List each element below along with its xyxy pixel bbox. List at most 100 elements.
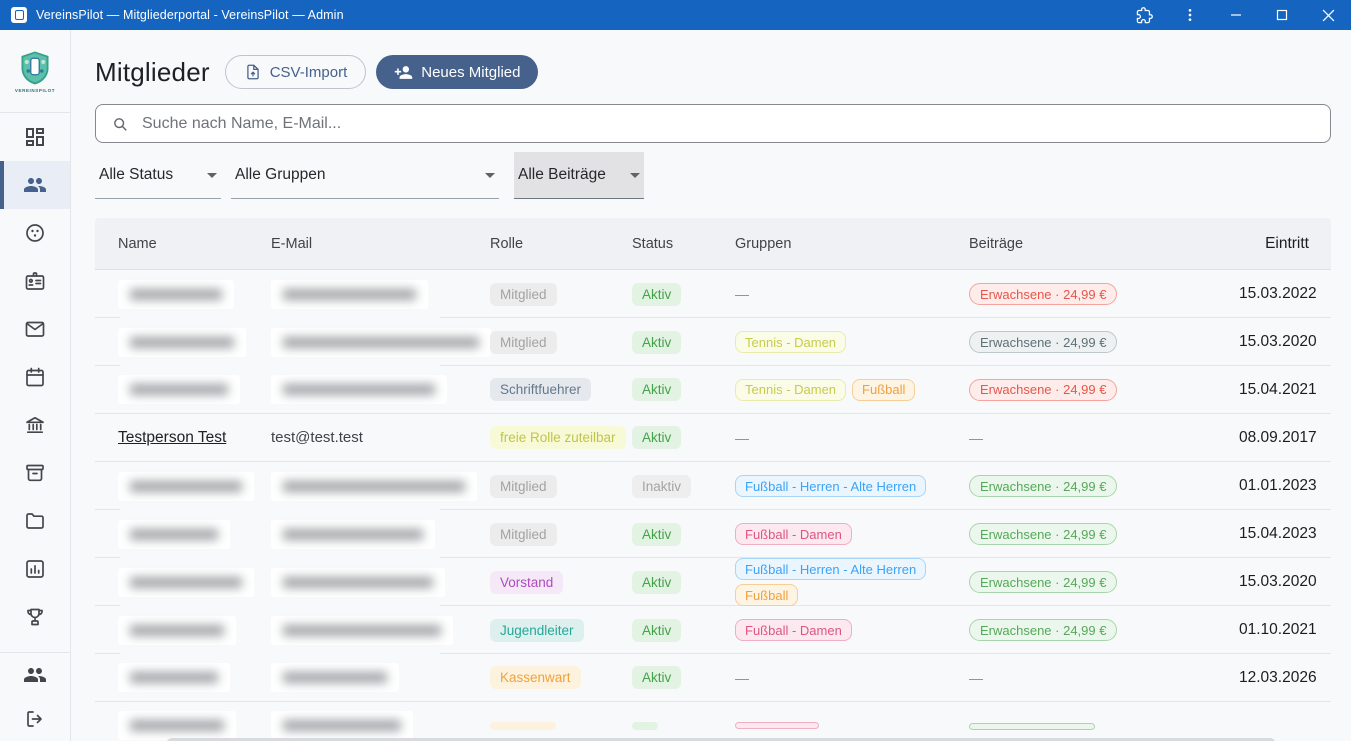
redacted-name — [118, 519, 230, 549]
fee-badge: Erwachsene · 24,99 € — [969, 571, 1118, 593]
table-row[interactable]: Mitglied Inaktiv Fußball - Herren - Alte H… — [95, 462, 1331, 510]
group-badge: Fußball - Herren - Alte Herren — [735, 558, 927, 580]
horizontal-scrollbar-thumb[interactable] — [166, 738, 1276, 741]
fee-cell: — — [969, 670, 1239, 686]
table-row[interactable]: Testperson Test test@test.test freie Rolle… — [95, 414, 1331, 462]
sidebar-item-archive[interactable] — [0, 449, 70, 497]
column-header-email: E-Mail — [271, 235, 313, 252]
table-row[interactable]: eMitglied Aktiv Tennis - Damen Erwachsene ·… — [95, 318, 1331, 366]
redacted-name — [118, 711, 236, 740]
blur-bar — [283, 624, 441, 636]
member-name-link[interactable]: Testperson Test — [118, 428, 227, 446]
groups-cell: — — [735, 286, 969, 302]
page-title: Mitglieder — [95, 56, 210, 87]
status-cell: Aktiv — [632, 378, 735, 401]
table-row[interactable] — [95, 702, 1331, 741]
joined-cell: 15.03.2022 — [1239, 285, 1317, 302]
role-badge: Vorstand — [490, 570, 564, 594]
role-cell — [490, 717, 632, 735]
joined-cell: 01.10.2021 — [1239, 621, 1317, 638]
person-add-icon — [395, 65, 413, 79]
filter-groups-value: Alle Gruppen — [235, 166, 326, 183]
minimize-button[interactable] — [1213, 0, 1259, 30]
sidebar-item-calendar[interactable] — [0, 353, 70, 401]
groups-cell: Tennis - Damen Fußball — [735, 378, 969, 401]
sidebar-item-mail[interactable] — [0, 305, 70, 353]
extensions-button[interactable] — [1121, 0, 1167, 30]
dashboard-icon — [26, 128, 44, 146]
blur-bar — [130, 576, 242, 588]
status-badge: Aktiv — [632, 666, 682, 689]
fee-badge: Erwachsene · 24,99 € — [969, 331, 1118, 353]
sidebar-item-documents[interactable] — [0, 497, 70, 545]
groups-cell: — — [735, 430, 969, 446]
blur-bar — [283, 336, 479, 348]
sidebar-item-admin-users[interactable] — [0, 653, 70, 697]
role-badge: Mitglied — [490, 522, 557, 546]
filter-status-select[interactable]: Alle Status — [95, 152, 221, 199]
csv-import-button[interactable]: CSV-Import — [224, 55, 367, 89]
role-badge: Kassenwart — [490, 666, 581, 689]
status-cell: Aktiv — [632, 666, 735, 689]
sidebar-item-members[interactable] — [0, 161, 70, 209]
table-row[interactable]: Mitglied Aktiv — Erwachsene · 24,99 € 15.03.… — [95, 270, 1331, 318]
bar-chart-icon — [26, 560, 44, 578]
role-cell: Jugendleiter — [490, 618, 632, 642]
column-header-fees: Beiträge — [969, 235, 1024, 252]
redacted-name — [118, 279, 234, 309]
new-member-button[interactable]: Neues Mitglied — [376, 55, 539, 89]
empty-dash: — — [969, 429, 983, 446]
role-cell: Mitglied — [490, 330, 632, 354]
table-row[interactable]: Jugendleiter Aktiv Fußball - Damen Erwachse… — [95, 606, 1331, 654]
redacted-name — [118, 471, 254, 501]
redacted-email — [271, 663, 399, 692]
joined-cell: 08.09.2017 — [1239, 428, 1317, 446]
groups-cell: Fußball - Damen — [735, 523, 969, 545]
sidebar-item-statistics[interactable] — [0, 545, 70, 593]
status-badge: Aktiv — [632, 618, 682, 642]
table-row[interactable]: Schriftfuehrer Aktiv Tennis - Damen Fußball… — [95, 366, 1331, 414]
status-badge: Aktiv — [632, 330, 682, 354]
email-cell — [271, 375, 490, 404]
fee-cell: Erwachsene · 24,99 € — [969, 378, 1239, 401]
column-header-role: Rolle — [490, 235, 524, 252]
sidebar-item-dashboard[interactable] — [0, 113, 70, 161]
role-badge: Mitglied — [490, 474, 557, 498]
redacted-email — [271, 327, 491, 357]
browser-menu-button[interactable] — [1167, 0, 1213, 30]
fee-cell: Erwachsene · 24,99 € — [969, 331, 1239, 353]
column-header-joined: Eintritt — [1265, 234, 1309, 252]
role-badge: Schriftfuehrer — [490, 378, 592, 401]
fee-badge: Erwachsene · 24,99 € — [969, 523, 1118, 545]
minimize-icon — [1231, 14, 1241, 16]
filter-fees-select[interactable]: Alle Beiträge — [514, 152, 644, 199]
joined-cell: 15.04.2021 — [1239, 380, 1317, 398]
close-icon — [1322, 9, 1334, 21]
sidebar-item-finance[interactable] — [0, 401, 70, 449]
name-cell — [118, 471, 271, 501]
email-cell — [271, 615, 490, 645]
fee-cell: Erwachsene · 24,99 € — [969, 283, 1239, 305]
close-button[interactable] — [1305, 0, 1351, 30]
sidebar-item-awards[interactable] — [0, 593, 70, 641]
chevron-down-icon — [630, 172, 640, 178]
filter-fees-value: Alle Beiträge — [518, 166, 606, 183]
table-row[interactable]: Mitglied Aktiv Fußball - Damen Erwachsene ·… — [95, 510, 1331, 558]
archive-icon — [26, 464, 44, 482]
search-input[interactable] — [140, 113, 1316, 134]
sidebar-item-membership-card[interactable] — [0, 257, 70, 305]
email-cell — [271, 279, 490, 309]
name-cell — [118, 519, 271, 549]
sidebar-footer-divider — [0, 652, 70, 653]
sidebar-item-sports[interactable] — [0, 209, 70, 257]
table-row[interactable]: Kassenwart Aktiv — — 12.03.2026 — [95, 654, 1331, 702]
role-cell: Schriftfuehrer — [490, 378, 632, 401]
logo-text: VEREINSPILOT — [14, 87, 56, 93]
sidebar-item-logout[interactable] — [0, 697, 70, 741]
maximize-button[interactable] — [1259, 0, 1305, 30]
table-row[interactable]: Vorstand Aktiv Fußball - Herren - Alte Her… — [95, 558, 1331, 606]
main-content: Mitglieder CSV-Import Neues Mitglied All… — [71, 30, 1351, 741]
filter-groups-select[interactable]: Alle Gruppen — [231, 152, 499, 199]
role-cell: Mitglied — [490, 474, 632, 498]
fee-cell: — — [969, 430, 1239, 446]
